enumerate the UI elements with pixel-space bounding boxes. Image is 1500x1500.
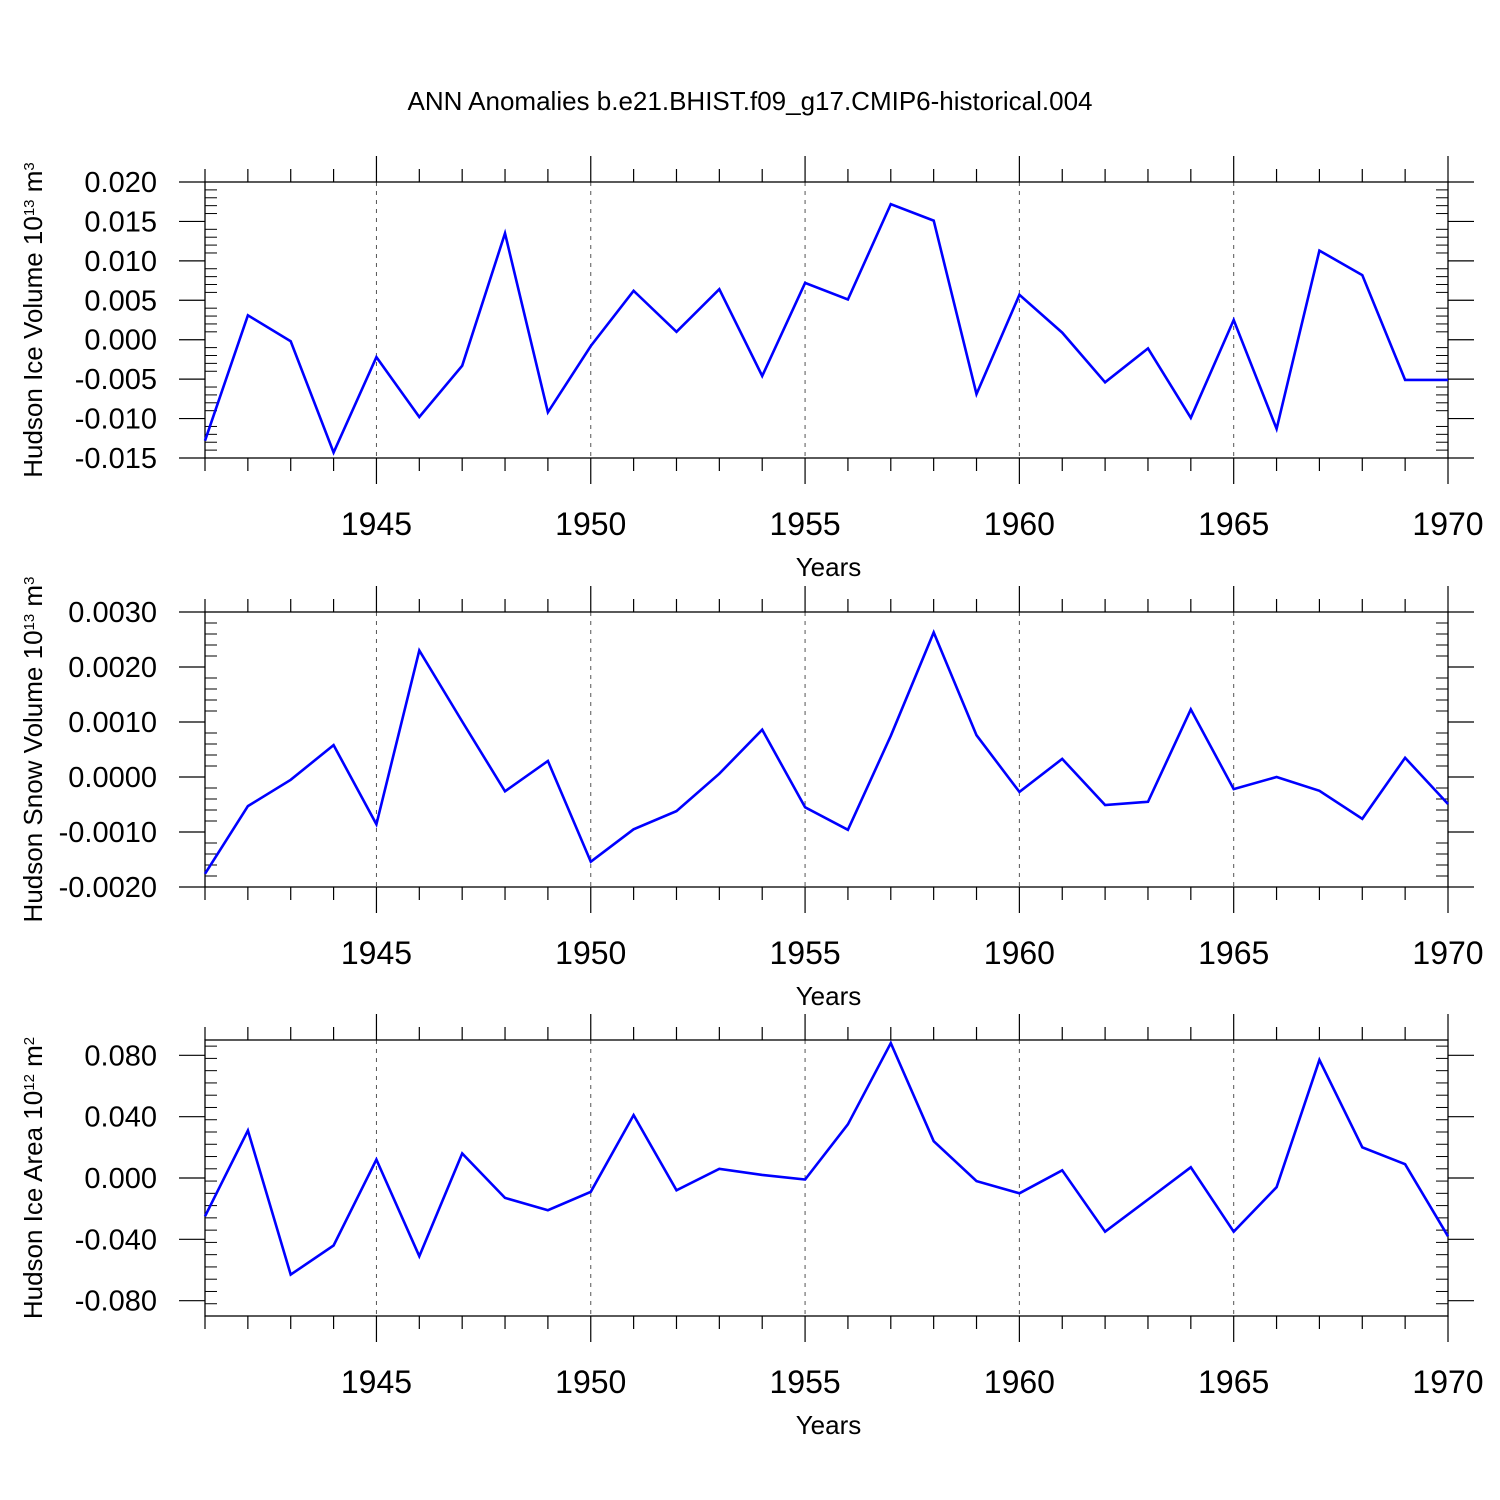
x-tick-label: 1965 — [1198, 935, 1269, 971]
x-tick-label: 1960 — [984, 935, 1055, 971]
x-tick-label: 1965 — [1198, 1364, 1269, 1400]
x-tick-label: 1950 — [555, 935, 626, 971]
y-tick-label: 0.000 — [84, 325, 157, 357]
y-tick-label: 0.0030 — [68, 597, 157, 629]
series-line — [203, 1040, 1450, 1277]
x-tick-label: 1970 — [1412, 506, 1483, 542]
y-axis-label-part: Hudson Ice Area 10 — [18, 1091, 48, 1319]
x-tick-label: 1950 — [555, 1364, 626, 1400]
series-line — [203, 629, 1449, 875]
y-tick-label: -0.080 — [75, 1286, 157, 1318]
x-axis-label: Years — [796, 1410, 862, 1440]
x-tick-label: 1960 — [984, 1364, 1055, 1400]
y-tick-label: 0.005 — [84, 285, 157, 317]
y-tick-label: -0.0020 — [59, 872, 157, 904]
y-axis-label: Hudson Ice Area 1012 m2 — [18, 1037, 48, 1319]
y-tick-label: 0.0020 — [68, 652, 157, 684]
chart-title: ANN Anomalies b.e21.BHIST.f09_g17.CMIP6-… — [407, 86, 1092, 116]
chart-panels: -0.015 -0.010 -0.005 0.000 0.005 0.010 0.015 0.… — [18, 156, 1484, 1440]
x-tick-label: 1945 — [341, 935, 412, 971]
panel-2: -0.0020 -0.0010 0.0000 0.0010 0.0020 0.0030 19… — [18, 577, 1484, 1011]
panel-3: -0.080 -0.040 0.000 0.040 0.080 1945 1950 1955 1… — [18, 1014, 1484, 1440]
x-tick-label: 1965 — [1198, 506, 1269, 542]
y-tick-label: 0.015 — [84, 206, 157, 238]
plot-frame — [204, 181, 1449, 459]
y-tick-label: -0.010 — [75, 404, 157, 436]
y-tick-label: -0.0010 — [59, 817, 157, 849]
y-axis-label-part: Hudson Snow Volume 10 — [18, 630, 48, 922]
x-tick-label: 1955 — [769, 506, 840, 542]
y-axis-label-superscript: 3 — [21, 162, 38, 170]
y-axis-label-part: m — [18, 171, 48, 200]
y-axis-label-part: m — [18, 585, 48, 614]
x-axis-label: Years — [796, 552, 862, 582]
x-axis-label: Years — [796, 981, 862, 1011]
y-tick-label: 0.080 — [84, 1040, 157, 1072]
y-tick-label: 0.020 — [84, 167, 157, 199]
x-tick-label: 1970 — [1412, 935, 1483, 971]
y-axis-label: Hudson Ice Volume 1013 m3 — [18, 162, 48, 478]
y-axis-label-superscript: 13 — [21, 199, 38, 216]
y-tick-label: 0.040 — [84, 1102, 157, 1134]
y-axis-label-superscript: 12 — [21, 1074, 38, 1091]
y-axis-label-superscript: 13 — [21, 614, 38, 631]
y-tick-label: -0.015 — [75, 443, 157, 475]
y-axis-label-part: Hudson Ice Volume 10 — [18, 216, 48, 478]
y-axis-label-superscript: 3 — [21, 577, 38, 585]
y-axis-label: Hudson Snow Volume 1013 m3 — [18, 577, 48, 923]
y-tick-label: -0.005 — [75, 364, 157, 396]
x-tick-label: 1955 — [769, 935, 840, 971]
y-tick-label: 0.000 — [84, 1163, 157, 1195]
x-tick-label: 1945 — [341, 506, 412, 542]
plot-frame — [204, 1039, 1449, 1317]
panel-1: -0.015 -0.010 -0.005 0.000 0.005 0.010 0.015 0.… — [18, 156, 1484, 582]
x-tick-label: 1955 — [769, 1364, 840, 1400]
series-line — [203, 202, 1448, 456]
x-tick-label: 1945 — [341, 1364, 412, 1400]
x-tick-label: 1970 — [1412, 1364, 1483, 1400]
y-tick-label: -0.040 — [75, 1224, 157, 1256]
plot-frame — [204, 611, 1449, 888]
y-axis-label-part: m — [18, 1045, 48, 1074]
y-tick-label: 0.0000 — [68, 762, 157, 794]
y-axis-label-superscript: 2 — [21, 1037, 38, 1045]
x-tick-label: 1950 — [555, 506, 626, 542]
y-tick-label: 0.0010 — [68, 707, 157, 739]
y-tick-label: 0.010 — [84, 246, 157, 278]
x-tick-label: 1960 — [984, 506, 1055, 542]
